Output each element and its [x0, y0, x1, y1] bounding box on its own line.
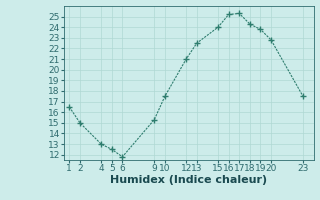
X-axis label: Humidex (Indice chaleur): Humidex (Indice chaleur)	[110, 175, 268, 185]
